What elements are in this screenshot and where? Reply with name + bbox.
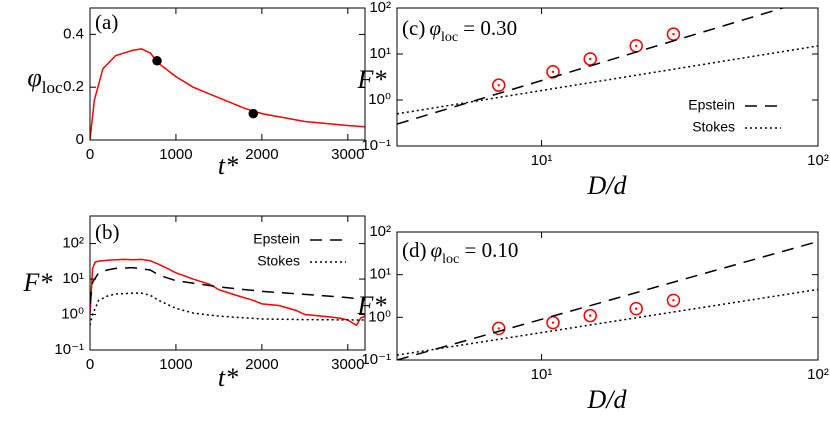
plot-area xyxy=(90,48,365,140)
panel-label: (c) φloc = 0.30 xyxy=(402,16,517,45)
data-point xyxy=(583,308,597,323)
x-tick-label: 0 xyxy=(86,356,94,373)
panel-sub: loc xyxy=(441,30,458,45)
data-point xyxy=(491,321,506,336)
y-tick-label: 10² xyxy=(369,223,391,240)
panel-id: (c) xyxy=(402,16,425,40)
panel-id: (d) xyxy=(402,238,427,262)
x-tick-label: 1000 xyxy=(159,146,192,163)
legend-label: Stokes xyxy=(257,253,300,269)
x-tick-label: 2000 xyxy=(245,356,278,373)
y-tick-label: 10² xyxy=(369,0,391,16)
panel-value: = 0.30 xyxy=(458,16,517,40)
y-tick-label: 10² xyxy=(62,235,84,252)
panel-label: (a) xyxy=(95,10,118,34)
y-axis-label-sub: loc xyxy=(42,78,63,97)
data-point xyxy=(583,52,597,66)
x-axis-label: t* xyxy=(218,151,238,180)
y-tick-label: 0.2 xyxy=(63,78,84,95)
y-tick-label: 0.4 xyxy=(63,25,84,42)
y-tick-label: 10⁰ xyxy=(368,308,391,325)
data-point xyxy=(491,78,506,92)
panel-sub: loc xyxy=(442,252,459,267)
panel-value: = 0.10 xyxy=(459,238,518,262)
y-axis-label: φloc xyxy=(27,63,63,97)
x-axis-label: D/d xyxy=(587,171,628,200)
y-tick-label: 10⁰ xyxy=(61,306,84,323)
series-line xyxy=(397,8,786,125)
x-tick-label: 10¹ xyxy=(531,366,553,383)
y-tick-label: 0 xyxy=(76,131,84,148)
panel-id: (b) xyxy=(95,220,120,244)
x-axis-label: D/d xyxy=(587,385,628,414)
data-point xyxy=(152,56,162,66)
legend-label: Stokes xyxy=(692,119,735,135)
x-tick-label: 0 xyxy=(86,146,94,163)
panel-id: (a) xyxy=(95,10,118,34)
series-line xyxy=(90,266,365,304)
x-tick-label: 1000 xyxy=(159,356,192,373)
panel-label: (d) φloc = 0.10 xyxy=(402,238,518,267)
y-axis-label-main: F* xyxy=(23,268,53,297)
axes-frame xyxy=(396,7,819,147)
x-tick-label: 2000 xyxy=(245,146,278,163)
y-axis-label: F* xyxy=(357,291,387,320)
x-tick-label: 10² xyxy=(807,366,829,383)
plot-area xyxy=(397,240,818,360)
axes-frame xyxy=(89,215,366,351)
panel-label: (b) xyxy=(95,220,120,244)
data-point xyxy=(666,293,681,308)
y-tick-label: 10¹ xyxy=(62,270,84,287)
x-tick-label: 3000 xyxy=(331,356,364,373)
y-tick-label: 10⁻¹ xyxy=(361,137,391,154)
data-point xyxy=(629,301,643,316)
legend-label: Epstein xyxy=(688,97,735,113)
series-line xyxy=(90,292,365,326)
axes-frame xyxy=(396,231,819,361)
plot-area xyxy=(397,8,818,125)
data-point xyxy=(248,108,259,119)
y-axis-label-main: F* xyxy=(357,65,387,94)
x-tick-label: 3000 xyxy=(331,146,364,163)
y-axis-label: F* xyxy=(357,65,387,94)
series-line xyxy=(397,45,818,115)
y-tick-label: 10¹ xyxy=(369,266,391,283)
panel-symbol: φ xyxy=(429,16,441,40)
y-tick-label: 10⁰ xyxy=(368,91,391,108)
y-tick-label: 10⁻¹ xyxy=(361,351,391,368)
y-axis-label-main: F* xyxy=(357,291,387,320)
panel-symbol: φ xyxy=(431,238,443,262)
legend-label: Epstein xyxy=(253,231,300,247)
plot-area xyxy=(90,258,365,327)
y-axis-label: F* xyxy=(23,268,53,297)
x-tick-label: 10² xyxy=(807,152,829,169)
series-line xyxy=(397,240,818,360)
y-tick-label: 10⁻¹ xyxy=(54,341,84,358)
series-line xyxy=(397,288,818,356)
x-axis-label: t* xyxy=(218,363,238,392)
series-line xyxy=(90,48,365,140)
axes-frame xyxy=(89,7,366,141)
x-tick-label: 10¹ xyxy=(531,152,553,169)
y-tick-label: 10¹ xyxy=(369,45,391,62)
y-axis-label-main: φ xyxy=(27,63,41,92)
series-line xyxy=(90,258,365,327)
